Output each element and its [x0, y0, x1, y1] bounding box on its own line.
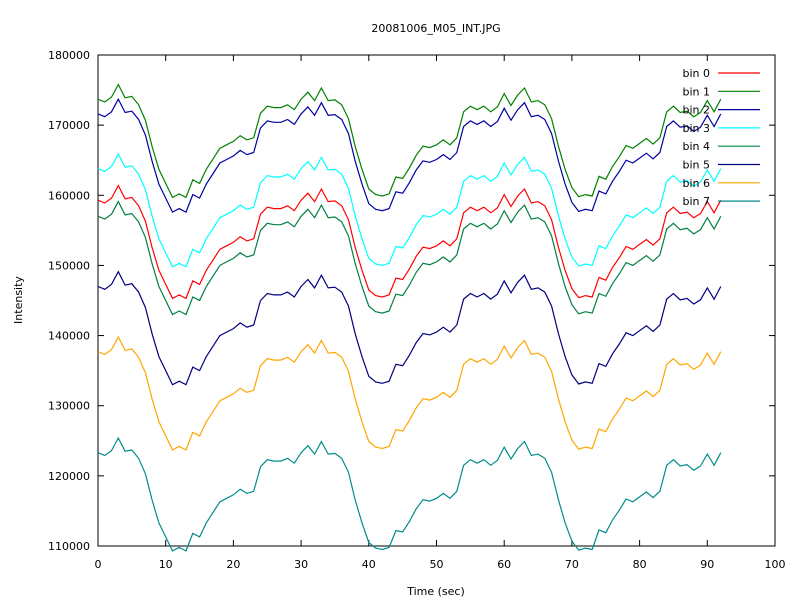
legend-label: bin 7 [682, 195, 710, 208]
x-tick-label: 80 [633, 558, 647, 571]
y-axis-label: Intensity [12, 276, 25, 324]
x-tick-label: 30 [294, 558, 308, 571]
chart-title: 20081006_M05_INT.JPG [371, 22, 500, 35]
series-lines [97, 83, 722, 552]
y-tick-label: 150000 [48, 259, 90, 272]
x-tick-label: 10 [159, 558, 173, 571]
series-line-bin-2 [97, 97, 722, 213]
series-line-bin-7 [97, 436, 722, 552]
y-tick-label: 130000 [48, 400, 90, 413]
series-line-bin-0 [97, 184, 722, 300]
x-tick-label: 60 [497, 558, 511, 571]
y-tick-label: 160000 [48, 189, 90, 202]
x-tick-label: 0 [95, 558, 102, 571]
legend-label: bin 6 [682, 177, 710, 190]
series-line-bin-3 [97, 152, 722, 268]
x-tick-label: 70 [565, 558, 579, 571]
y-tick-label: 170000 [48, 119, 90, 132]
x-tick-label: 20 [226, 558, 240, 571]
axis-ticks: 0 10 20 30 40 50 60 70 80 90 100 110000 120000 130000… [48, 49, 786, 571]
legend-label: bin 2 [682, 104, 710, 117]
series-line-bin-6 [97, 335, 722, 451]
legend-label: bin 0 [682, 67, 710, 80]
x-tick-label: 90 [700, 558, 714, 571]
legend-label: bin 1 [682, 85, 710, 98]
x-axis-label: Time (sec) [406, 585, 465, 598]
x-tick-label: 100 [765, 558, 786, 571]
legend-label: bin 5 [682, 159, 710, 172]
y-tick-label: 120000 [48, 470, 90, 483]
series-line-bin-1 [97, 83, 722, 199]
x-tick-label: 50 [430, 558, 444, 571]
legend: bin 0 bin 1 bin 2 bin 3 bin 4 bin 5 bin 6 bin 7 [682, 67, 760, 208]
series-line-bin-4 [97, 200, 722, 316]
legend-label: bin 3 [682, 122, 710, 135]
y-tick-label: 180000 [48, 49, 90, 62]
series-line-bin-5 [97, 270, 722, 386]
legend-label: bin 4 [682, 140, 710, 153]
y-tick-label: 110000 [48, 540, 90, 553]
y-tick-label: 140000 [48, 330, 90, 343]
x-tick-label: 40 [362, 558, 376, 571]
